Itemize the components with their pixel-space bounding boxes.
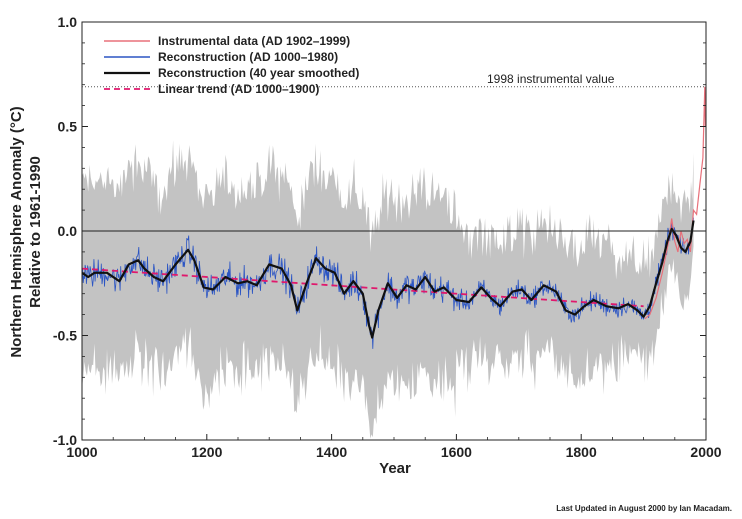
legend-label-instrumental: Instrumental data (AD 1902–1999) [158,34,350,48]
y-tick-label: 0.5 [58,119,78,135]
x-tick-label: 1800 [566,444,597,460]
y-tick-label: -0.5 [53,328,77,344]
linear-trend-line [81,267,644,308]
instrumental-series [644,86,706,320]
legend-label-reconstruction: Reconstruction (AD 1000–1980) [158,50,338,64]
legend-label-trend: Linear trend (AD 1000–1900) [158,82,319,96]
instrumental-line [644,86,706,320]
x-tick-label: 2000 [690,444,721,460]
y-axis-title-line2: Relative to 1961-1990 [27,156,44,308]
y-tick-label: 1.0 [58,14,78,30]
axes: 1000 1200 1400 1600 1800 2000 -1.0 -0.5 0.0 0.5 1.… [53,14,722,460]
x-tick-label: 1200 [191,444,222,460]
smoothed-reconstruction-line [81,220,695,339]
x-tick-label: 1400 [316,444,347,460]
smoothed-series [81,220,695,339]
legend-label-smoothed: Reconstruction (40 year smoothed) [158,66,359,80]
x-tick-label: 1000 [66,444,97,460]
y-tick-label: -1.0 [53,432,77,448]
y-axis-title-line1: Northern Hemisphere Anomaly (°C) [8,106,25,357]
uncertainty-band [82,140,694,439]
uncertainty-band-area [82,140,694,439]
trend-series [81,267,644,308]
y-tick-label: 0.0 [58,223,78,239]
annotation-1998-label: 1998 instrumental value [487,72,615,86]
legend: Instrumental data (AD 1902–1999) Reconst… [104,34,359,96]
x-tick-label: 1600 [441,444,472,460]
footer-note: Last Updated in August 2000 by Ian Macad… [556,504,732,513]
x-axis-title: Year [379,460,411,477]
